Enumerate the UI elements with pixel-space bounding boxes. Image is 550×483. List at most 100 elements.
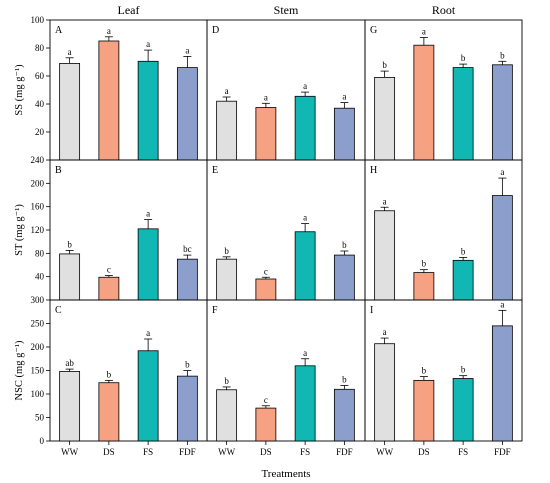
significance-label: c [264,266,268,276]
y-tick-label: 100 [31,15,45,25]
significance-label: b [107,369,112,379]
y-tick-label: 200 [31,342,45,352]
y-tick-label: 200 [31,178,45,188]
panel-A: Aa a a a [49,19,208,161]
significance-label: b [461,365,466,375]
significance-label: a [303,348,307,358]
column-titles: Leaf Stem Root [118,3,456,17]
significance-label: a [303,213,307,223]
bar-ww [374,77,396,161]
significance-label: b [500,50,505,60]
bar-ds [255,107,277,161]
significance-label: a [303,81,307,91]
bar-fs [137,350,159,442]
significance-label: b [461,53,466,63]
column-title-leaf: Leaf [118,3,140,17]
significance-label: a [146,328,150,338]
y-tick-label: 300 [31,295,45,305]
bar-ww [216,258,238,301]
bar-fdf [176,67,198,161]
significance-label: a [107,26,111,36]
bar-fs [294,365,316,442]
bar-fs [137,60,159,161]
x-tick-label: FS [143,447,153,457]
significance-label: a [146,39,150,49]
significance-label: a [185,45,189,55]
significance-label: a [225,86,229,96]
y-tick-label: 250 [31,319,45,329]
significance-label: b [382,60,387,70]
significance-label: a [264,92,268,102]
y-tick-label: 20 [35,127,45,137]
bar-fdf [491,325,513,442]
bar-ww [374,210,396,301]
axis-labels: SS (mg g⁻¹) ST (mg g⁻¹) NSC (mg g⁻¹) Treatm… [14,64,311,480]
y-axis-label: NSC (mg g⁻¹) [14,340,25,401]
y-axis-label: ST (mg g⁻¹) [14,204,25,256]
panel-letter: B [55,165,62,176]
bar-ww [216,100,238,161]
significance-label: a [500,299,504,309]
panel-H: Ha b b a [364,159,523,301]
significance-label: b [422,366,427,376]
significance-label: ab [65,358,74,368]
y-tick-label: 150 [31,366,45,376]
panel-frame [364,299,523,442]
significance-label: b [342,240,347,250]
bar-ds [255,407,277,442]
panel-E: Eb c a b [206,159,366,301]
bar-ds [255,278,277,301]
bar-ds [98,276,120,301]
significance-label: b [422,259,427,269]
bar-fdf [333,107,355,161]
y-tick-label: 40 [35,272,45,282]
bar-ds [413,272,435,301]
bar-ds [413,379,435,442]
bar-fdf [176,258,198,301]
bar-fs [137,228,159,301]
panel-I: Ia b b a WW DS FS FDF [364,299,523,457]
column-title-stem: Stem [274,3,299,17]
bar-fs [294,95,316,161]
x-tick-label: DS [260,447,272,457]
x-tick-label: WW [61,447,78,457]
panel-G: Gb a b b [364,19,523,161]
bar-ww [59,63,81,161]
panel-letter: F [212,305,218,316]
bar-ww [59,371,81,442]
column-title-root: Root [432,3,456,17]
significance-label: a [342,92,346,102]
significance-label: c [264,395,268,405]
x-tick-label: FDF [494,447,511,457]
x-tick-label: FDF [336,447,353,457]
significance-label: a [383,196,387,206]
bar-ww [59,253,81,301]
panel-letter: C [55,305,62,316]
y-tick-label: 80 [35,248,45,258]
significance-label: b [67,239,72,249]
panel-letter: D [212,25,219,36]
significance-label: b [342,375,347,385]
y-tick-label: 100 [31,389,45,399]
y-tick-label: 160 [31,202,45,212]
significance-label: c [107,265,111,275]
significance-label: a [68,47,72,57]
panel-letter: A [55,25,63,36]
bar-ds [413,44,435,161]
significance-label: a [383,327,387,337]
x-tick-label: FS [300,447,310,457]
bar-ww [374,343,396,442]
significance-label: b [185,360,190,370]
significance-label: a [500,167,504,177]
x-tick-label: WW [376,447,393,457]
bar-fdf [333,388,355,442]
significance-label: a [146,209,150,219]
y-tick-label: 50 [35,413,45,423]
bar-ds [98,40,120,161]
x-tick-label: DS [103,447,115,457]
y-tick-label: 120 [31,225,45,235]
